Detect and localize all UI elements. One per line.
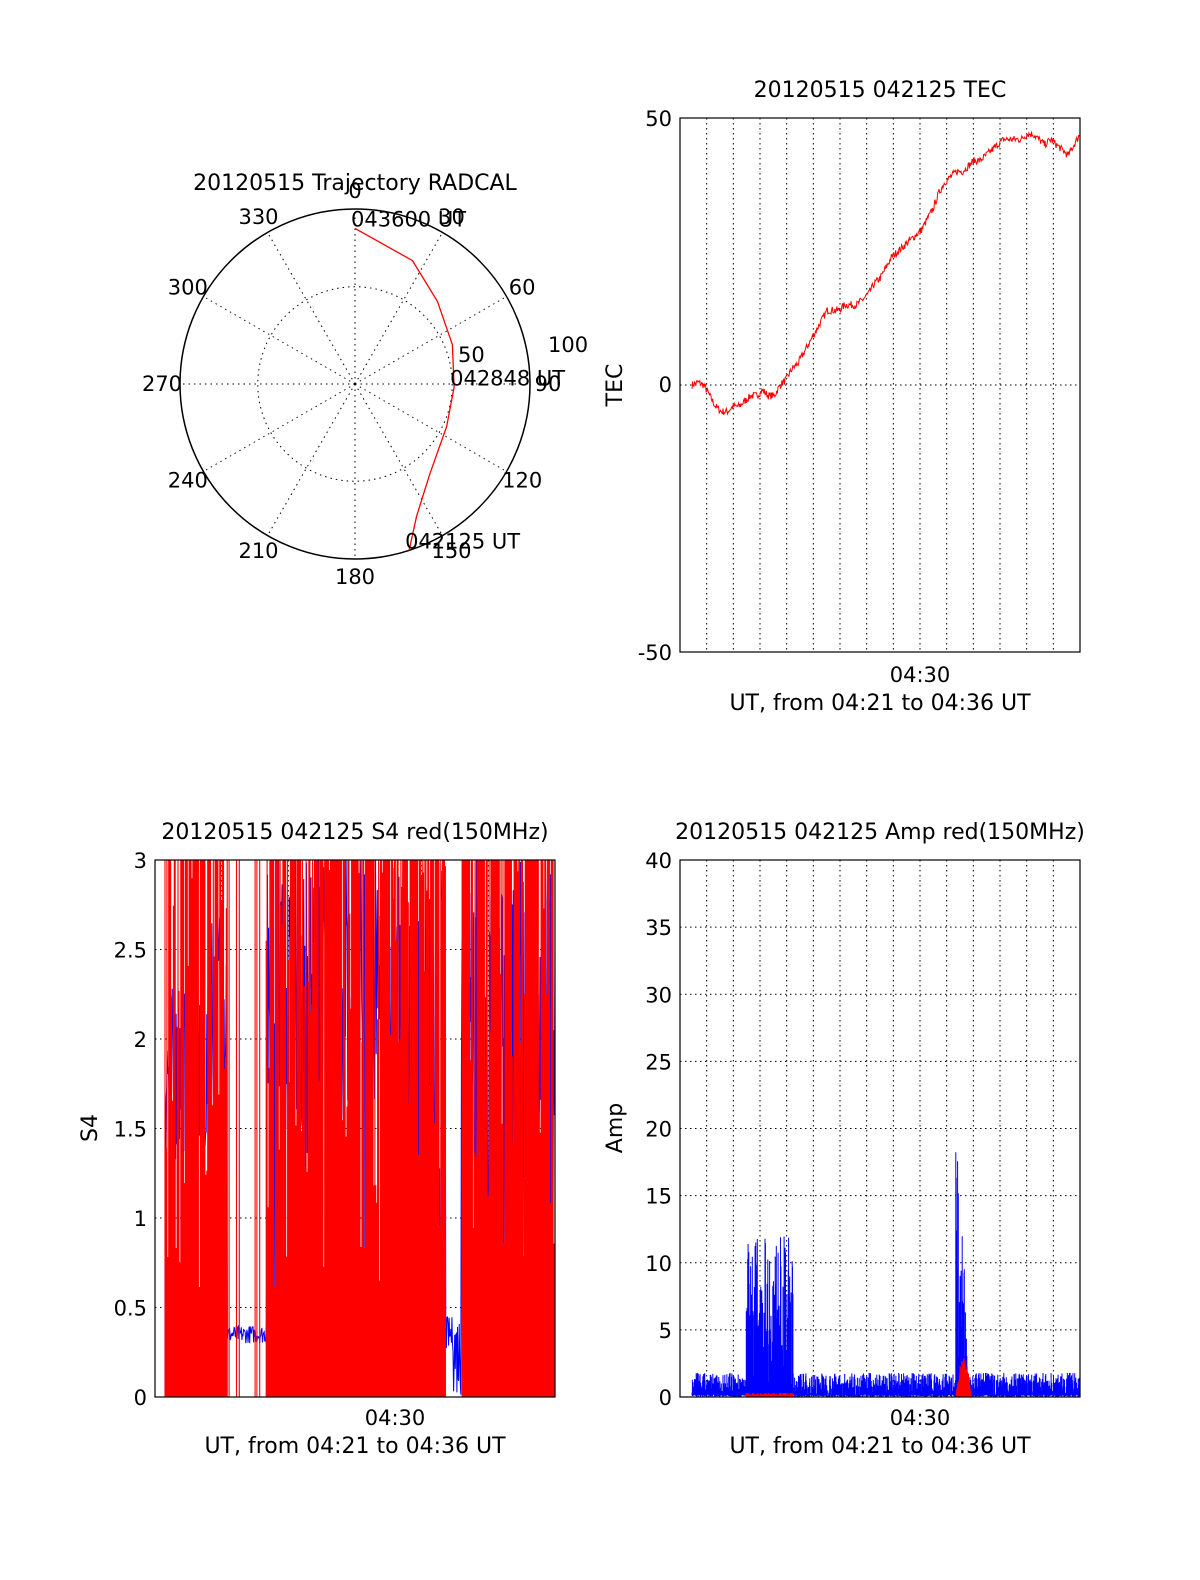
s4-frame xyxy=(154,859,556,1398)
polar-trajectory-time-label: 043600 UT xyxy=(351,207,466,231)
polar-azimuth-label: 240 xyxy=(168,469,208,493)
s4-ytick-label: 2.5 xyxy=(114,939,147,963)
amp-xtick: 04:30 xyxy=(890,1406,951,1430)
amp-ytick-label: 10 xyxy=(645,1252,672,1276)
polar-trajectory: 042125 UT 042848 UT 043600 UT xyxy=(351,207,565,553)
polar-azimuth-label: 300 xyxy=(168,276,208,300)
s4-red-segment xyxy=(422,1298,436,1340)
polar-azimuth-label: 60 xyxy=(509,276,536,300)
tec-xlabel: UT, from 04:21 to 04:36 UT xyxy=(729,691,1031,716)
amp-plot: 20120515 042125 Amp red(150MHz) 0 5 10 15 20… xyxy=(603,820,1085,1459)
tec-series-line xyxy=(691,131,1081,416)
s4-ytick-label: 0.5 xyxy=(114,1297,147,1321)
amp-xlabel: UT, from 04:21 to 04:36 UT xyxy=(729,1434,1031,1459)
s4-ytick-label: 0 xyxy=(134,1386,147,1410)
s4-series xyxy=(164,860,555,1397)
amp-ytick-label: 30 xyxy=(645,983,672,1007)
polar-spoke xyxy=(203,296,356,385)
s4-ytick-label: 3 xyxy=(134,849,147,873)
polar-spoke xyxy=(354,232,443,385)
polar-azimuth-label: 180 xyxy=(335,565,375,589)
s4-xtick: 04:30 xyxy=(365,1406,426,1430)
polar-grid xyxy=(179,208,531,560)
polar-azimuth-label: 90 xyxy=(535,372,562,396)
s4-ytick-label: 2 xyxy=(134,1028,147,1052)
polar-spoke xyxy=(267,383,356,536)
polar-trajectory-time-label: 042848 UT xyxy=(450,366,565,390)
polar-radial-label-50: 50 xyxy=(458,343,485,367)
amp-ytick-label: 20 xyxy=(645,1118,672,1142)
polar-azimuth-label: 270 xyxy=(142,372,182,396)
polar-spoke xyxy=(203,383,356,472)
s4-red-series xyxy=(164,860,555,1397)
polar-azimuth-label: 0 xyxy=(348,179,361,203)
polar-azimuth-label: 150 xyxy=(431,539,471,563)
amp-ytick-label: 15 xyxy=(645,1185,672,1209)
polar-azimuth-label: 330 xyxy=(238,205,278,229)
tec-plot: 20120515 042125 TEC 50 0 -50 TEC 04:30 U… xyxy=(603,78,1081,716)
tec-ytick-50: 50 xyxy=(645,107,672,131)
amp-ytick-label: 0 xyxy=(659,1386,672,1410)
s4-xlabel: UT, from 04:21 to 04:36 UT xyxy=(204,1434,506,1459)
polar-azimuth-label: 30 xyxy=(438,205,465,229)
amp-series xyxy=(691,1152,1081,1397)
s4-series-group xyxy=(164,860,555,1397)
polar-azimuth-label: 210 xyxy=(238,539,278,563)
amp-ytick-label: 35 xyxy=(645,916,672,940)
amp-red-series xyxy=(745,1358,972,1397)
amp-yticks: 0 5 10 15 20 25 30 35 40 xyxy=(645,849,672,1410)
amp-ylabel: Amp xyxy=(603,1103,628,1153)
polar-azimuth-label: 120 xyxy=(502,469,542,493)
polar-azimuth-labels: 0 30 60 90 120 150 180 210 240 270 300 330 xyxy=(142,179,561,589)
tec-xtick: 04:30 xyxy=(890,663,951,687)
polar-outer-circle xyxy=(179,208,531,560)
s4-title: 20120515 042125 S4 red(150MHz) xyxy=(161,820,548,845)
tec-series xyxy=(691,131,1081,416)
s4-ytick-label: 1.5 xyxy=(114,1118,147,1142)
tec-ytick-0: 0 xyxy=(659,373,672,397)
tec-title: 20120515 042125 TEC xyxy=(754,78,1007,103)
tec-ylabel: TEC xyxy=(603,364,628,408)
amp-blue-series xyxy=(691,1152,1081,1397)
polar-spoke xyxy=(354,383,443,536)
amp-grid xyxy=(680,860,1080,1397)
tec-ytick-neg50: -50 xyxy=(638,641,672,665)
polar-inner-circle xyxy=(257,286,453,482)
polar-spoke xyxy=(354,383,507,472)
s4-ytick-label: 1 xyxy=(134,1207,147,1231)
s4-plot: 20120515 042125 S4 red(150MHz) 0 0.5 1 1.5 2… xyxy=(78,820,556,1459)
polar-radial-label-100: 100 xyxy=(548,333,588,357)
polar-trajectory-plot: 20120515 Trajectory RADCAL 0 30 60 90 120 150… xyxy=(142,171,588,589)
amp-frame xyxy=(679,859,1081,1398)
amp-ytick-label: 5 xyxy=(659,1319,672,1343)
tec-grid xyxy=(680,118,1080,652)
s4-yticks: 0 0.5 1 1.5 2 2.5 3 xyxy=(114,849,147,1410)
polar-title: 20120515 Trajectory RADCAL xyxy=(193,171,517,196)
tec-frame xyxy=(679,117,1081,653)
polar-trajectory-time-label: 042125 UT xyxy=(405,529,520,553)
amp-title: 20120515 042125 Amp red(150MHz) xyxy=(675,820,1085,845)
s4-ylabel: S4 xyxy=(78,1114,103,1142)
amp-ytick-label: 25 xyxy=(645,1050,672,1074)
polar-trajectory-line xyxy=(354,227,455,551)
polar-spoke xyxy=(267,232,356,385)
amp-ytick-label: 40 xyxy=(645,849,672,873)
